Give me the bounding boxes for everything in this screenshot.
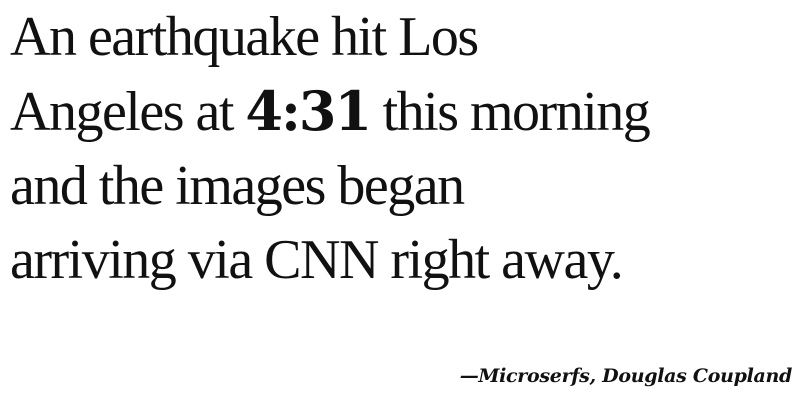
quote-line-1: An earthquake hit Los: [10, 6, 479, 68]
quote-line-2-start: Angeles at: [10, 81, 246, 143]
quote-line-2: Angeles at 4:31 this morning: [10, 74, 795, 149]
quote-attribution: —Microserfs, Douglas Coupland: [459, 365, 793, 387]
quote-line-2-end: this morning: [370, 81, 651, 143]
quote-time: 4:31: [245, 79, 372, 143]
quote-line-3: and the images began: [10, 155, 465, 217]
quote-text: An earthquake hit Los Angeles at 4:31 th…: [10, 0, 795, 297]
quote-line-4: arriving via CNN right away.: [10, 229, 624, 291]
